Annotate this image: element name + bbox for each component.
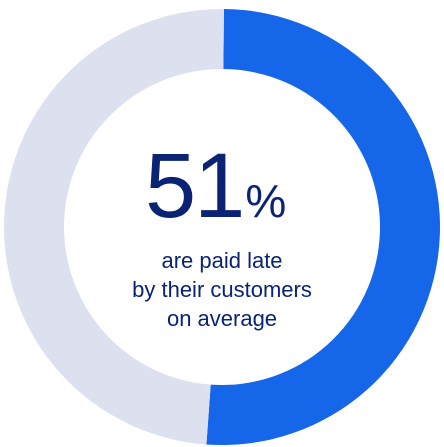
caption: are paid late by their customers on aver… xyxy=(92,246,352,333)
donut-slice-remainder xyxy=(4,9,224,445)
percentage-value: 51 xyxy=(145,135,245,237)
caption-line-1: are paid late xyxy=(161,248,283,273)
percentage-unit: % xyxy=(245,175,287,227)
caption-line-3: on average xyxy=(166,306,278,331)
donut-slice-late xyxy=(206,9,441,445)
percentage-readout: 51% xyxy=(145,140,286,232)
caption-line-2: by their customers xyxy=(132,277,312,302)
